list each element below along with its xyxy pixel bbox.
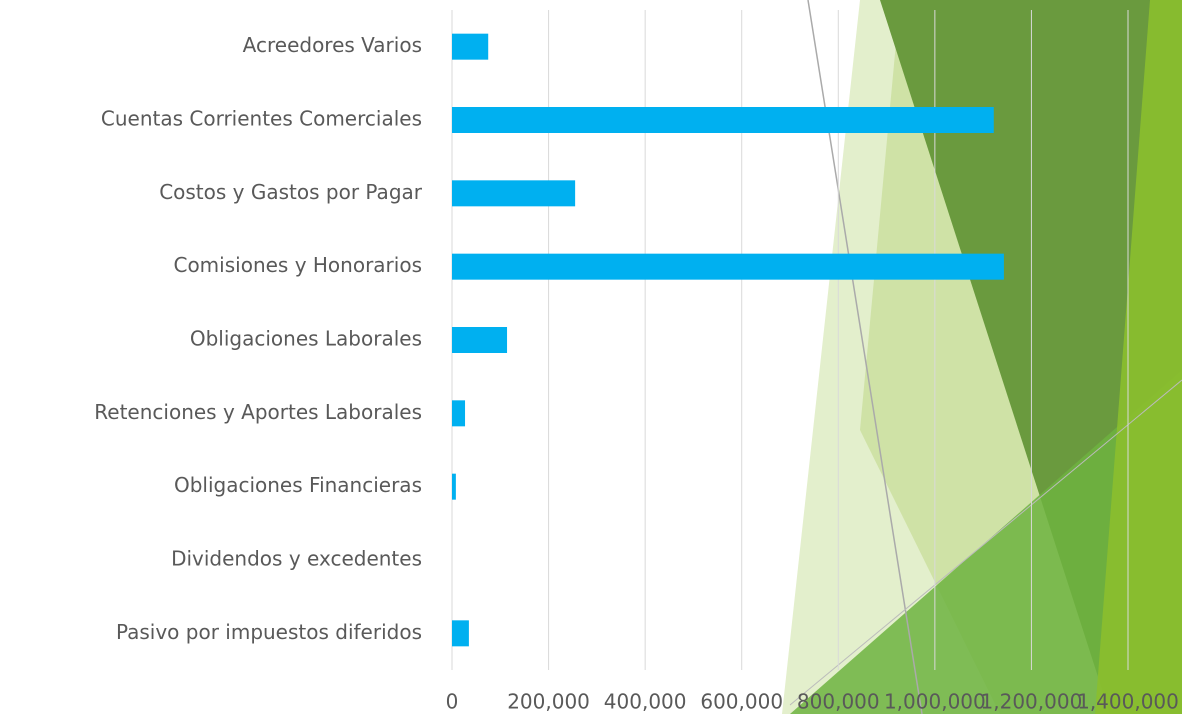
bar — [452, 34, 488, 60]
x-tick-label: 600,000 — [700, 690, 783, 714]
y-tick-label: Acreedores Varios — [243, 33, 422, 57]
x-tick-label: 200,000 — [507, 690, 590, 714]
x-tick-label: 0 — [446, 690, 459, 714]
y-tick-label: Comisiones y Honorarios — [173, 253, 422, 277]
bar — [452, 254, 1004, 280]
bar — [452, 107, 994, 133]
x-tick-label: 1,400,000 — [1077, 690, 1179, 714]
x-tick-label: 400,000 — [604, 690, 687, 714]
bar — [452, 474, 456, 500]
bar — [452, 327, 507, 353]
y-tick-label: Pasivo por impuestos diferidos — [116, 620, 422, 644]
y-tick-label: Costos y Gastos por Pagar — [159, 180, 423, 204]
bar — [452, 400, 465, 426]
y-tick-label: Dividendos y excedentes — [171, 547, 422, 571]
y-tick-label: Retenciones y Aportes Laborales — [94, 400, 422, 424]
bar — [452, 620, 469, 646]
y-tick-label: Obligaciones Financieras — [174, 473, 422, 497]
y-tick-label: Obligaciones Laborales — [190, 327, 422, 351]
x-tick-label: 1,000,000 — [884, 690, 986, 714]
x-tick-label: 1,200,000 — [981, 690, 1083, 714]
bar — [452, 180, 575, 206]
y-tick-label: Cuentas Corrientes Comerciales — [101, 107, 422, 131]
chart: 0200,000400,000600,000800,0001,000,0001,… — [0, 0, 1182, 714]
x-tick-label: 800,000 — [797, 690, 880, 714]
